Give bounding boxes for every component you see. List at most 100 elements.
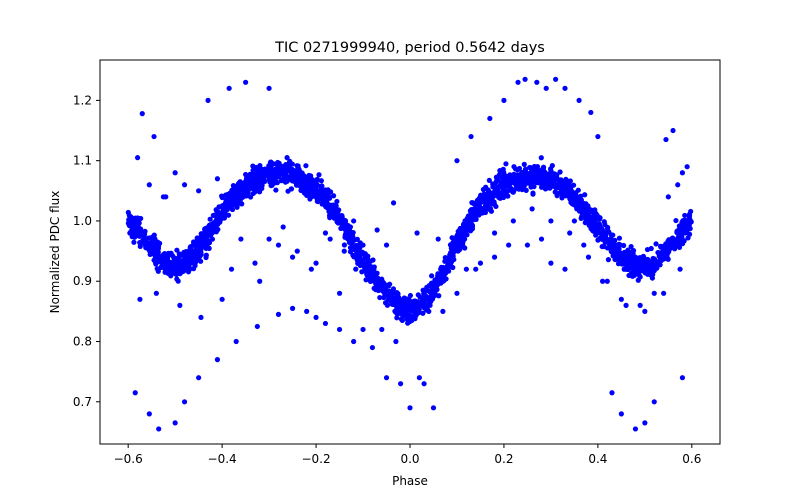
data-point [595,237,601,243]
data-point [507,180,514,186]
data-point [261,175,267,182]
data-point [207,222,213,229]
data-point [461,228,467,234]
data-point [496,172,502,178]
data-point [190,266,197,272]
data-point [422,292,428,299]
data-point [654,260,660,266]
outlier-point [398,302,404,308]
data-point [353,243,359,249]
data-point [230,197,237,203]
data-point [373,287,379,293]
outlier-point [534,79,540,85]
outlier-point [151,133,157,140]
outlier-point [153,290,159,296]
outlier-point [491,254,498,260]
data-point [628,243,634,250]
outlier-point [139,111,145,117]
data-point [215,221,221,227]
data-point [210,212,216,218]
data-point [294,163,300,169]
data-point [284,155,290,161]
data-point [653,241,659,247]
outlier-point [522,76,528,82]
data-point [362,251,368,257]
data-point [547,166,554,172]
data-point [404,296,410,302]
outlier-point [238,236,244,242]
data-point [312,190,318,196]
outlier-point [679,170,686,176]
outlier-point [351,338,357,345]
data-point [384,302,391,308]
data-point [132,234,138,240]
outlier-point [407,405,413,411]
outlier-point [468,133,474,140]
outlier-point [280,224,286,230]
data-point [129,222,135,228]
data-point [398,316,405,322]
data-point [665,250,671,256]
data-point [567,184,574,190]
data-point [147,251,153,258]
data-point [293,182,300,188]
data-point [143,245,149,251]
y-tick-label: 1.2 [73,93,92,107]
data-point [370,257,376,263]
data-point [181,249,187,255]
data-point [453,236,459,242]
data-point [495,188,501,194]
data-point [208,228,214,235]
data-point [545,183,551,189]
outlier-point [553,76,559,82]
data-point [349,232,355,238]
data-point [494,176,501,182]
data-point [274,180,280,186]
data-point [438,279,445,285]
data-point [467,208,474,214]
data-point [154,254,160,260]
data-point [605,224,611,231]
data-point [501,169,507,176]
outlier-point [421,381,427,387]
data-point [203,254,209,261]
outlier-point [412,314,418,321]
data-point [583,213,589,219]
data-point [528,181,534,187]
data-point [382,292,388,298]
data-point [597,215,603,221]
outlier-point [581,242,587,248]
data-point [273,187,279,193]
data-point [198,249,204,256]
data-point [351,254,357,260]
outlier-point [463,266,469,272]
data-point [183,265,189,271]
data-point [220,212,226,218]
outlier-point [243,79,249,85]
data-point [237,191,243,198]
data-point [617,256,623,262]
data-point [497,167,503,174]
data-point [464,216,471,222]
data-point [601,219,607,225]
data-point [341,242,348,248]
data-point [457,241,463,247]
data-point [276,168,283,174]
data-point [612,256,618,263]
data-point [491,201,497,207]
outlier-point [198,314,204,321]
outlier-point [360,326,366,333]
data-point [128,228,134,235]
data-point [319,201,325,207]
data-point [248,194,254,200]
outlier-point [214,357,221,363]
data-point [635,256,641,262]
outlier-point [304,308,310,314]
data-point [387,290,393,297]
data-point [246,180,252,186]
data-point [216,204,222,210]
outlier-point [137,296,143,302]
data-point [344,228,350,234]
data-point [275,161,281,167]
data-point [131,239,137,245]
